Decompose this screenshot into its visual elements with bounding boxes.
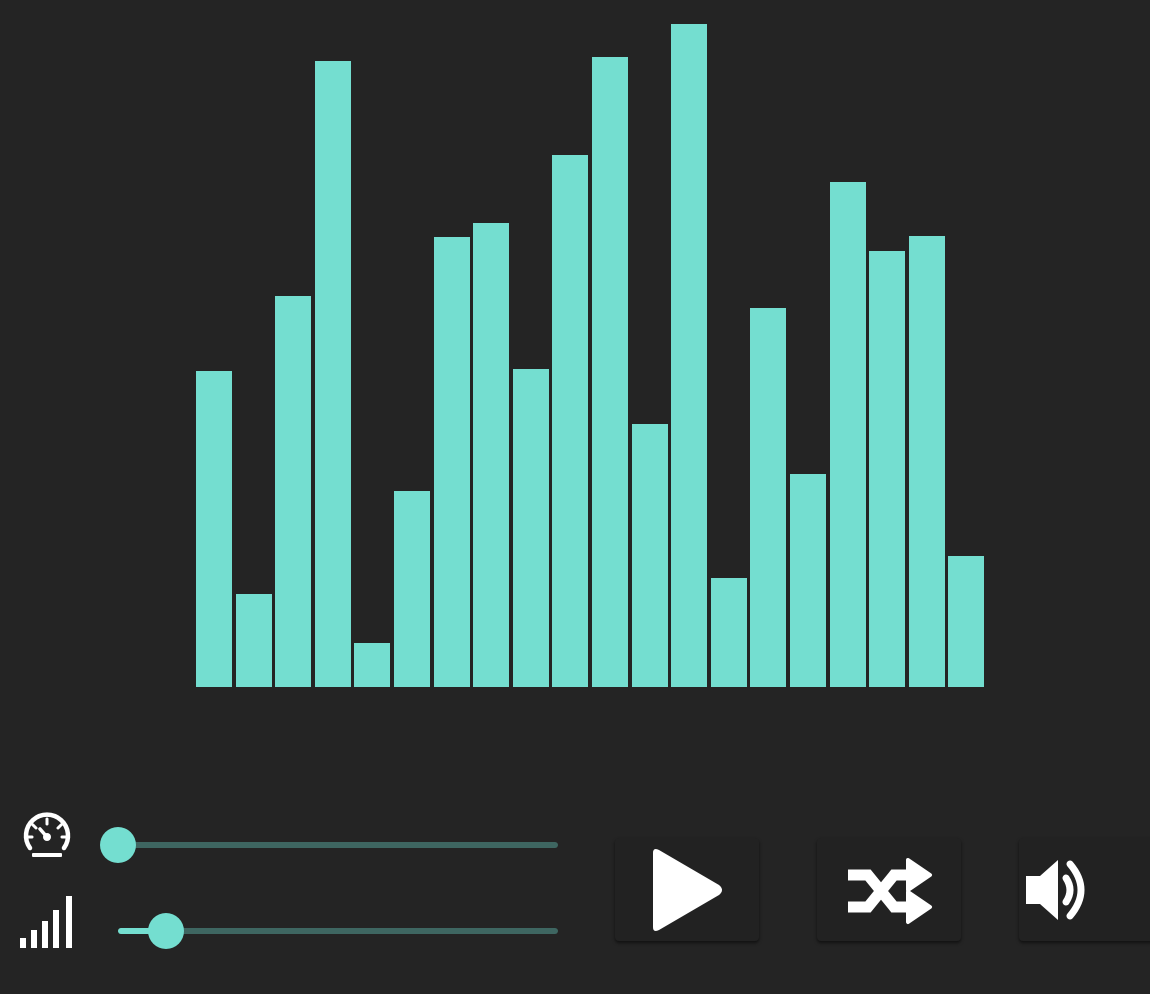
visualizer-bar — [552, 155, 588, 687]
array-size-slider-thumb[interactable] — [148, 913, 185, 949]
visualizer-bar — [394, 491, 430, 687]
visualizer-bar — [909, 236, 945, 687]
shuffle-icon — [848, 857, 932, 924]
visualizer-bar — [592, 57, 628, 687]
play-icon — [653, 848, 722, 931]
visualizer-bar — [315, 61, 351, 687]
visualizer-bar — [473, 223, 509, 687]
speed-slider-track[interactable] — [118, 842, 558, 848]
shuffle-button[interactable] — [817, 838, 961, 941]
speed-slider[interactable] — [100, 827, 558, 863]
visualizer-bar — [869, 251, 905, 687]
play-button[interactable] — [615, 838, 759, 941]
visualizer-bar — [196, 371, 232, 687]
visualizer-bar — [830, 182, 866, 687]
visualizer-bar — [750, 308, 786, 687]
visualizer-bar — [711, 578, 747, 687]
visualizer-bar — [275, 296, 311, 687]
visualizer-bar — [434, 237, 470, 687]
visualizer-bar — [236, 594, 272, 687]
visualizer-bar — [632, 424, 668, 687]
speed-slider-thumb[interactable] — [100, 827, 136, 863]
visualizer-bar — [671, 24, 707, 687]
signal-bars-icon — [20, 896, 72, 948]
visualizer-bar — [354, 643, 390, 687]
visualizer-bar — [790, 474, 826, 687]
speedometer-icon — [23, 812, 71, 857]
array-size-slider-track[interactable] — [118, 928, 558, 934]
visualizer-bar — [948, 556, 984, 687]
array-size-slider-fill — [118, 928, 167, 934]
visualizer-bar — [513, 369, 549, 687]
volume-icon — [1026, 859, 1085, 920]
array-size-slider[interactable] — [118, 913, 558, 949]
sound-button[interactable] — [1019, 838, 1150, 941]
